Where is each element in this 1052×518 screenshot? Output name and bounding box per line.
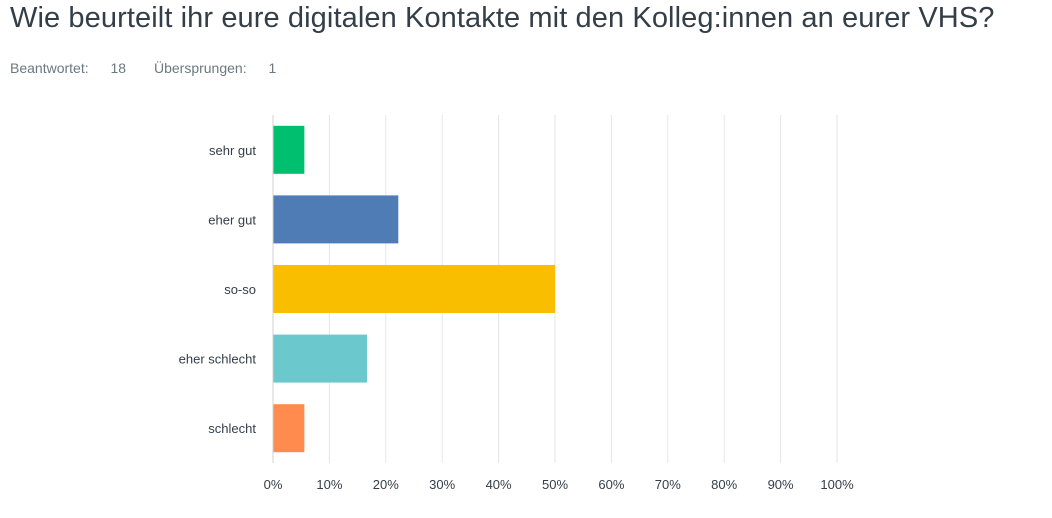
x-tick-label: 10% (316, 477, 342, 492)
skipped-count: 1 (268, 60, 277, 76)
category-label: eher schlecht (179, 352, 257, 367)
bar[interactable] (273, 265, 555, 313)
category-label: eher gut (208, 212, 256, 227)
x-tick-label: 90% (768, 477, 794, 492)
x-tick-label: 60% (598, 477, 624, 492)
x-tick-label: 70% (655, 477, 681, 492)
bar[interactable] (273, 404, 305, 453)
response-stats: Beantwortet: 18 Übersprungen: 1 (10, 60, 276, 76)
bar[interactable] (273, 334, 368, 383)
bar[interactable] (273, 125, 305, 174)
question-title: Wie beurteilt ihr eure digitalen Kontakt… (10, 2, 995, 34)
x-tick-label: 50% (542, 477, 568, 492)
x-tick-label: 0% (264, 477, 283, 492)
x-tick-label: 40% (486, 477, 512, 492)
category-label: sehr gut (209, 143, 256, 158)
answered-count: 18 (110, 60, 127, 76)
category-label: so-so (224, 282, 256, 297)
answered-label: Beantwortet: (10, 60, 89, 76)
x-tick-label: 80% (711, 477, 737, 492)
category-label: schlecht (208, 421, 256, 436)
x-axis-tick-labels: 0% 10% 20% 30% 40% 50% 60% 70% 80% 90% 100% (264, 477, 854, 492)
x-tick-label: 100% (820, 477, 854, 492)
bars (273, 125, 555, 453)
bar[interactable] (273, 195, 399, 244)
x-tick-label: 30% (429, 477, 455, 492)
category-labels: sehr gut eher gut so-so eher schlecht schlec… (179, 143, 257, 436)
skipped-label: Übersprungen: (153, 60, 247, 76)
x-tick-label: 20% (373, 477, 399, 492)
